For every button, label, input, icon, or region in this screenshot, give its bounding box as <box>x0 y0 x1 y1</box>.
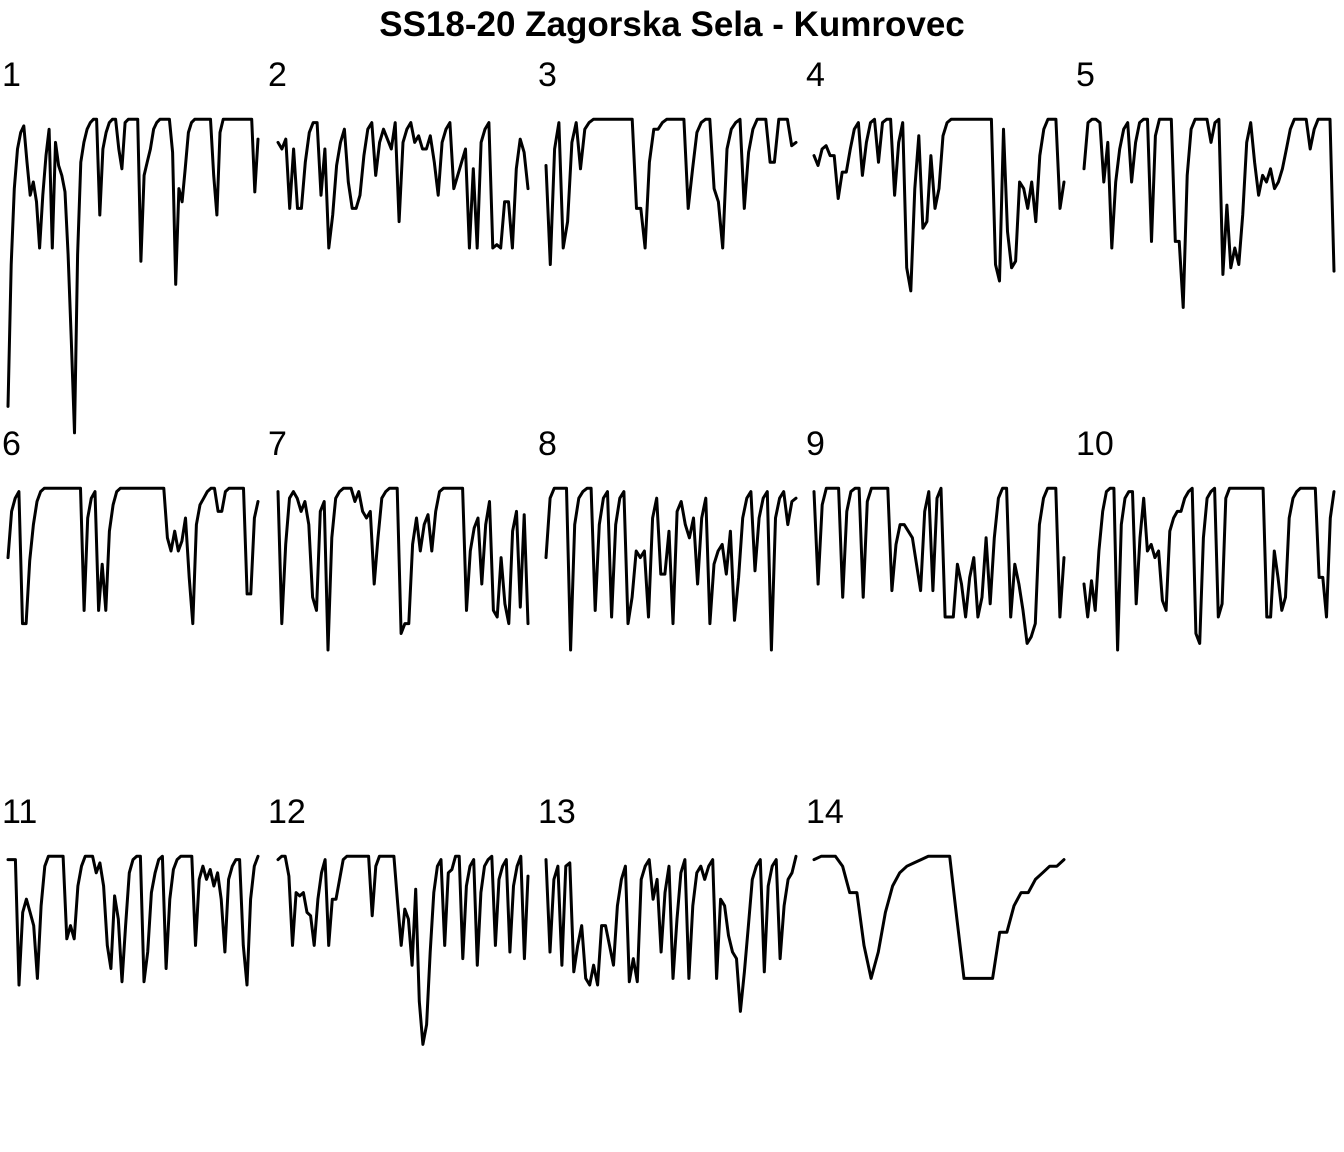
panel-label: 12 <box>268 793 306 831</box>
series-line <box>6 486 260 626</box>
panel-label: 10 <box>1076 425 1114 463</box>
series-line <box>6 854 260 987</box>
panel-5: 5 <box>1076 56 1336 309</box>
panel-9: 9 <box>806 425 1066 645</box>
panel-label: 14 <box>806 793 844 831</box>
chart-title: SS18-20 Zagorska Sela - Kumrovec <box>379 5 965 44</box>
panel-label: 6 <box>2 425 21 463</box>
panel-2: 2 <box>268 56 530 250</box>
series-line <box>276 121 530 250</box>
series-line <box>812 486 1066 645</box>
panel-label: 5 <box>1076 56 1095 94</box>
panel-label: 11 <box>2 793 37 831</box>
series-line <box>276 486 530 652</box>
series-line <box>544 486 798 652</box>
series-line <box>544 117 798 266</box>
series-line <box>276 854 530 1046</box>
series-line <box>1082 486 1336 652</box>
series-line <box>812 854 1066 980</box>
panel-14: 14 <box>806 793 1066 980</box>
panel-6: 6 <box>2 425 260 626</box>
panel-label: 3 <box>538 56 557 94</box>
panel-label: 1 <box>2 56 21 94</box>
series-line <box>1082 117 1336 309</box>
panel-8: 8 <box>538 425 798 652</box>
panel-label: 2 <box>268 56 287 94</box>
panel-label: 9 <box>806 425 825 463</box>
panel-3: 3 <box>538 56 798 266</box>
panel-11: 11 <box>2 793 260 987</box>
panel-label: 13 <box>538 793 576 831</box>
panel-label: 4 <box>806 56 825 94</box>
panel-12: 12 <box>268 793 530 1046</box>
series-line <box>812 117 1066 293</box>
panel-13: 13 <box>538 793 798 1013</box>
panel-10: 10 <box>1076 425 1336 652</box>
series-line <box>544 854 798 1013</box>
panel-label: 7 <box>268 425 287 463</box>
series-line <box>6 117 260 435</box>
panel-4: 4 <box>806 56 1066 293</box>
panel-1: 1 <box>2 56 260 435</box>
panel-7: 7 <box>268 425 530 652</box>
panel-label: 8 <box>538 425 557 463</box>
